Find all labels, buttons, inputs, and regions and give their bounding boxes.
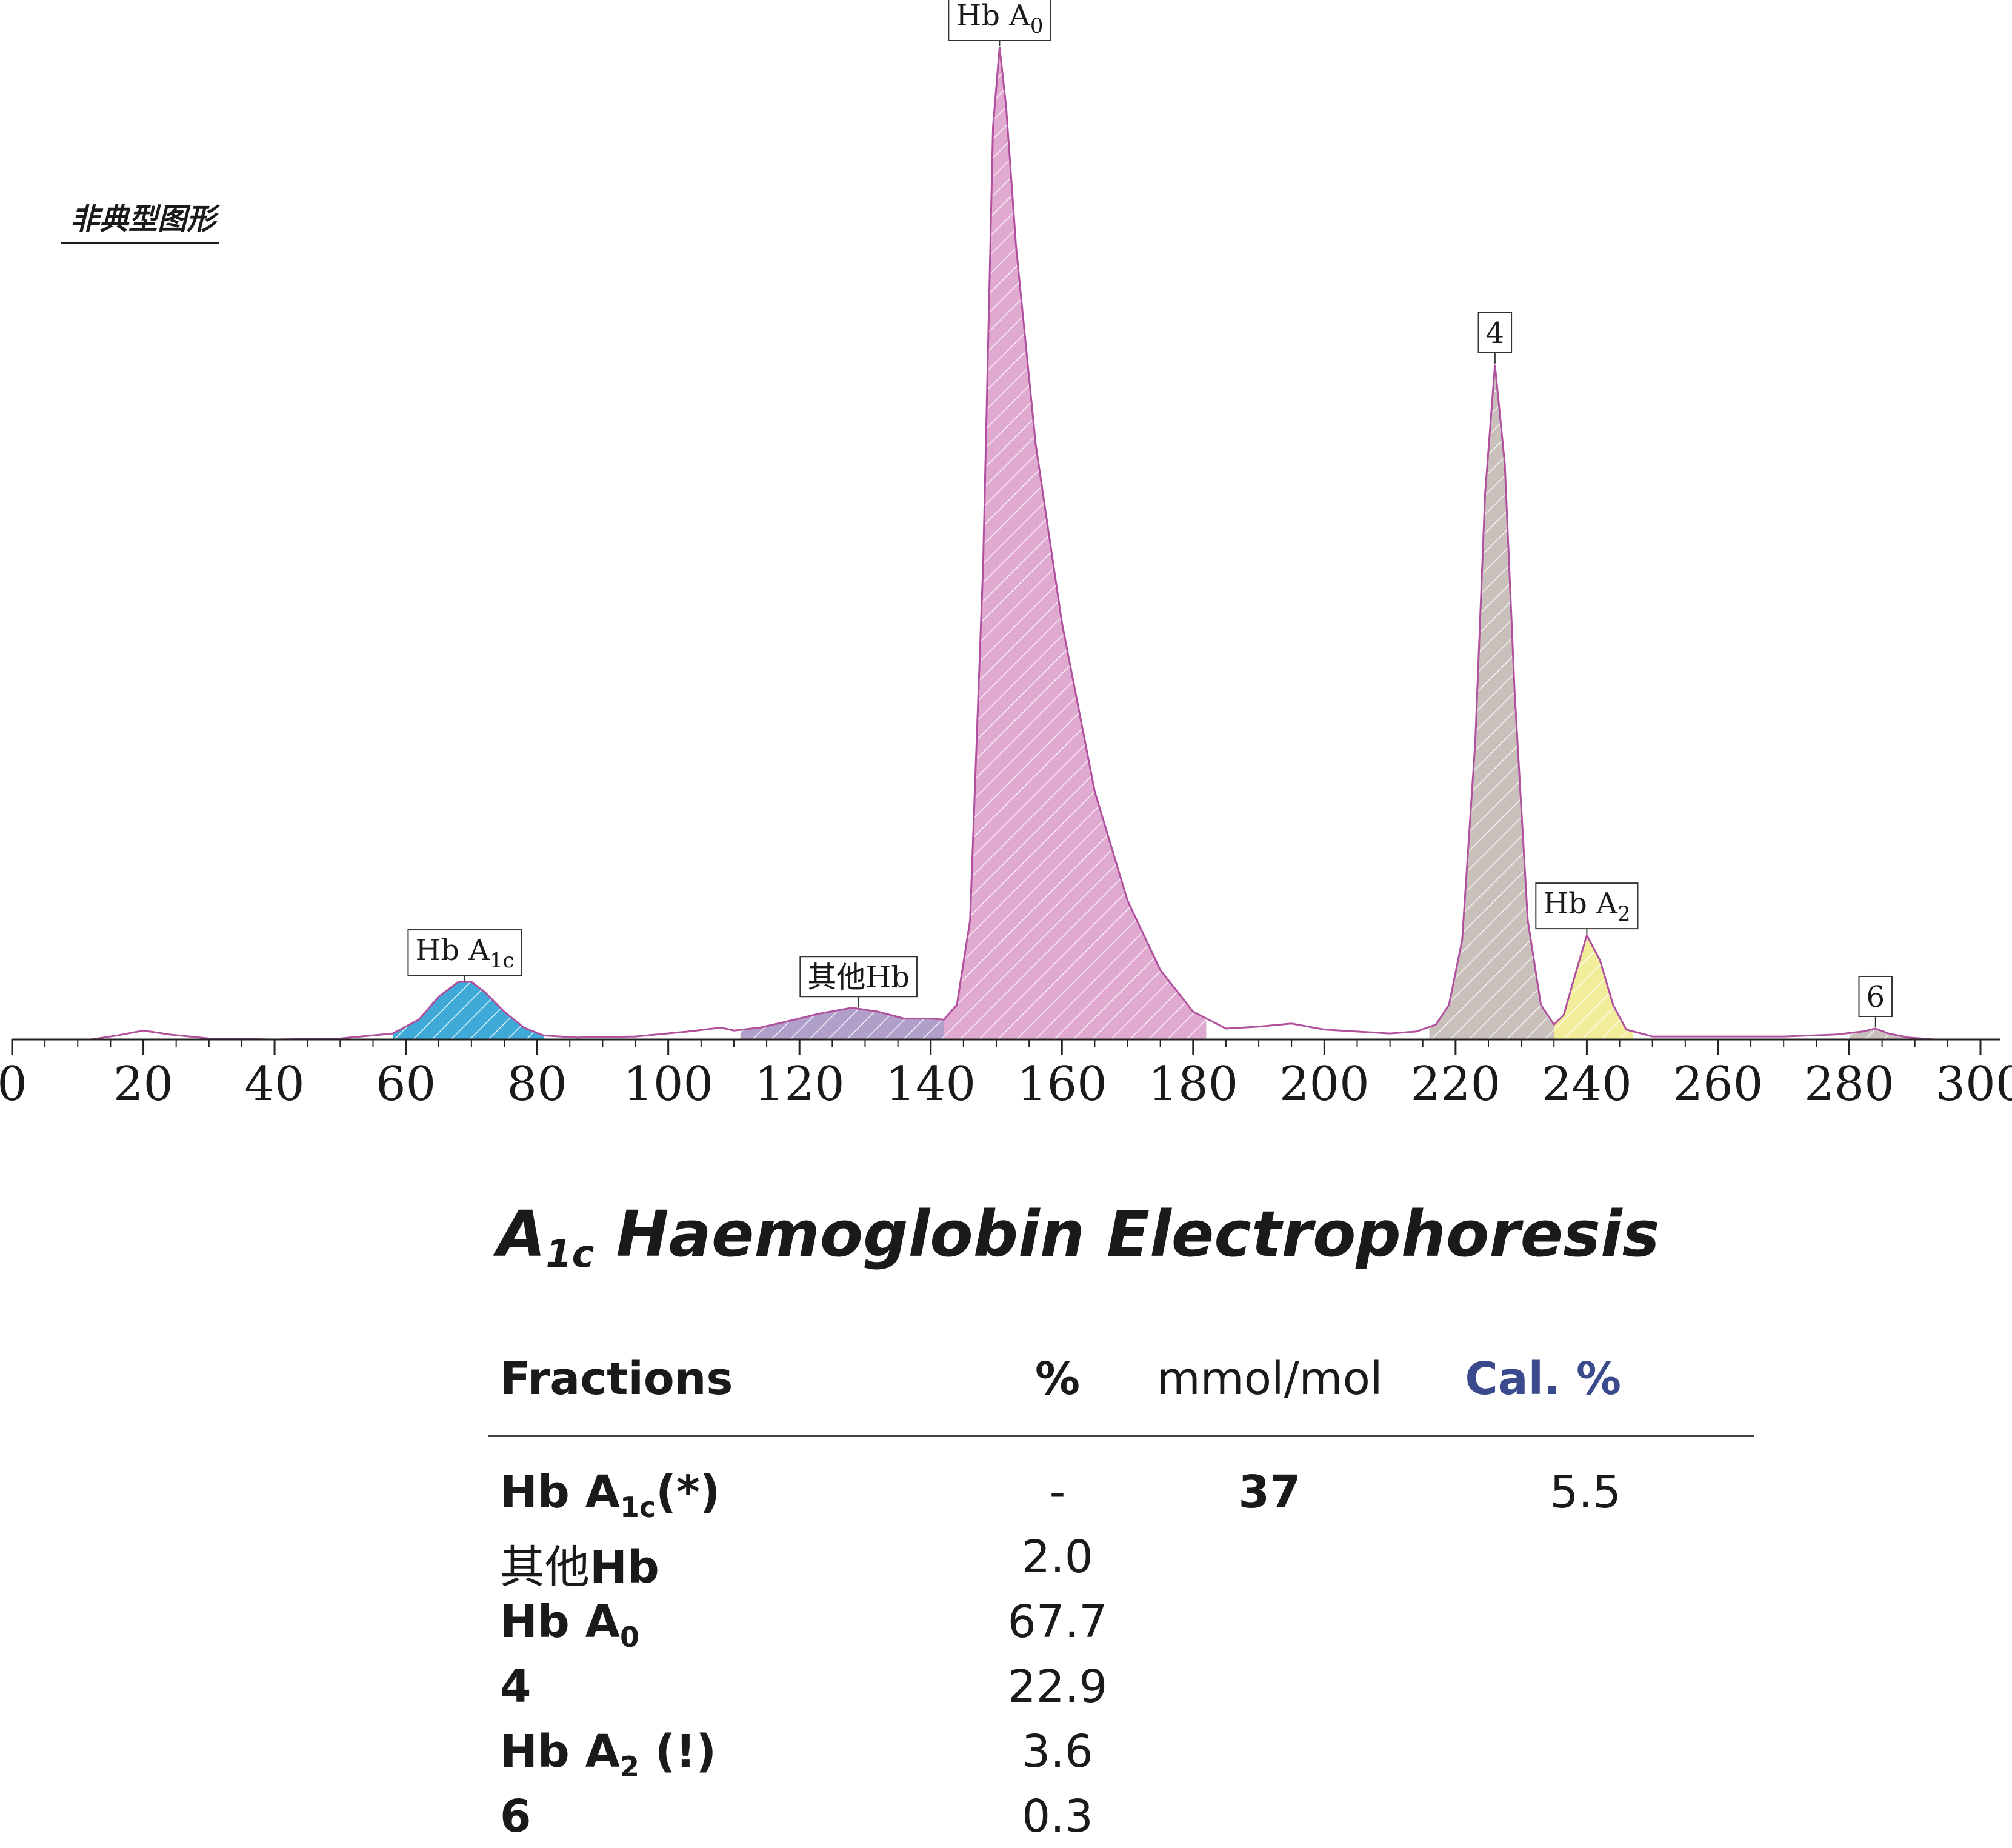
x-tick-label: 120 — [755, 1057, 845, 1112]
x-tick-label: 240 — [1542, 1057, 1632, 1112]
fraction-area — [740, 1007, 944, 1039]
table-header: Fractions % mmol/mol Cal. % — [488, 1339, 1754, 1437]
fraction-percent: 2.0 — [1022, 1531, 1093, 1583]
peak-label: Hb A1c — [407, 929, 522, 981]
report-title-sub: 1c — [545, 1232, 595, 1276]
fraction-percent: 3.6 — [1022, 1726, 1093, 1778]
fraction-cal: 5.5 — [1550, 1466, 1621, 1518]
fraction-name: Hb A0 — [500, 1596, 639, 1653]
fraction-name: 其他Hb — [500, 1541, 659, 1593]
x-tick-label: 40 — [244, 1057, 304, 1112]
fraction-areas — [392, 47, 1908, 1039]
peak-labels: Hb A1c 其他Hb Hb A0 4 Hb A2 6 — [407, 0, 1893, 1027]
peak-label-text: 4 — [1486, 316, 1505, 350]
table-row: Hb A0 67.7 — [488, 1585, 1754, 1653]
x-tick-label: 140 — [885, 1057, 976, 1112]
fraction-name: 6 — [500, 1790, 531, 1843]
x-tick-label: 280 — [1804, 1057, 1894, 1112]
fraction-area — [392, 982, 544, 1039]
report-title: A1c Haemoglobin Electrophoresis — [497, 1197, 1660, 1276]
fraction-name: Hb A1c(*) — [500, 1466, 721, 1524]
header-fractions: Fractions — [500, 1353, 733, 1405]
x-tick-label: 20 — [113, 1057, 173, 1112]
fractions-table: Fractions % mmol/mol Cal. % Hb A1c(*) - … — [488, 1339, 1754, 1844]
x-tick-label: 260 — [1673, 1057, 1763, 1112]
fraction-area — [1429, 364, 1554, 1039]
peak-label-text: Hb A0 — [956, 0, 1043, 38]
fraction-name: 4 — [500, 1661, 531, 1713]
fraction-percent: 22.9 — [1007, 1661, 1108, 1713]
header-mmol: mmol/mol — [1156, 1353, 1383, 1405]
fraction-percent: - — [1049, 1466, 1066, 1518]
peak-label-text: Hb A2 — [1543, 887, 1630, 926]
atypical-pattern-note: 非典型图形 — [61, 195, 220, 244]
x-tick-label: 160 — [1017, 1057, 1107, 1112]
report-title-prefix: A — [497, 1197, 546, 1271]
peak-label: Hb A2 — [1535, 882, 1639, 935]
table-row: Hb A1c(*) - 37 5.5 — [488, 1455, 1754, 1524]
peak-label: Hb A0 — [948, 0, 1051, 46]
x-tick-label: 300 — [1936, 1057, 2012, 1112]
peak-label: 4 — [1477, 312, 1513, 364]
x-tick-label: 220 — [1410, 1057, 1501, 1112]
table-row: 其他Hb 2.0 — [488, 1520, 1754, 1593]
x-tick-label: 60 — [376, 1057, 436, 1112]
peak-label: 6 — [1858, 975, 1893, 1027]
table-body: Hb A1c(*) - 37 5.5 其他Hb 2.0 Hb A0 67.7 4… — [488, 1437, 1754, 1844]
x-axis-ticks: 0 20 40 60 80 100 120 140 160 180 200 220 240 260 280 3… — [0, 1039, 2012, 1112]
x-tick-label: 0 — [0, 1057, 27, 1112]
fraction-mmol: 37 — [1238, 1466, 1301, 1518]
x-tick-label: 180 — [1148, 1057, 1238, 1112]
peak-label-text: Hb A1c — [415, 933, 514, 973]
fraction-percent: 67.7 — [1007, 1596, 1108, 1648]
peak-label-text: 6 — [1867, 980, 1885, 1014]
peak-label: 其他Hb — [799, 956, 918, 1008]
electrophoresis-chart: 0 20 40 60 80 100 120 140 160 180 200 220 240 260 280 3… — [0, 0, 2012, 1112]
fraction-name: Hb A2 (!) — [500, 1726, 717, 1783]
table-row: 4 22.9 — [488, 1650, 1754, 1715]
fraction-area — [944, 47, 1207, 1039]
report-title-rest: Haemoglobin Electrophoresis — [594, 1197, 1660, 1271]
trace-line — [12, 47, 1980, 1041]
x-tick-label: 80 — [507, 1057, 567, 1112]
x-tick-label: 100 — [623, 1057, 713, 1112]
peak-label-text: 其他Hb — [807, 960, 910, 994]
x-tick-label: 200 — [1279, 1057, 1370, 1112]
table-row: Hb A2 (!) 3.6 — [488, 1715, 1754, 1783]
fraction-percent: 0.3 — [1022, 1790, 1093, 1843]
header-percent: % — [1034, 1353, 1081, 1405]
header-cal: Cal. % — [1465, 1353, 1621, 1405]
fraction-area — [1554, 935, 1633, 1039]
table-row: 6 0.3 — [488, 1780, 1754, 1844]
